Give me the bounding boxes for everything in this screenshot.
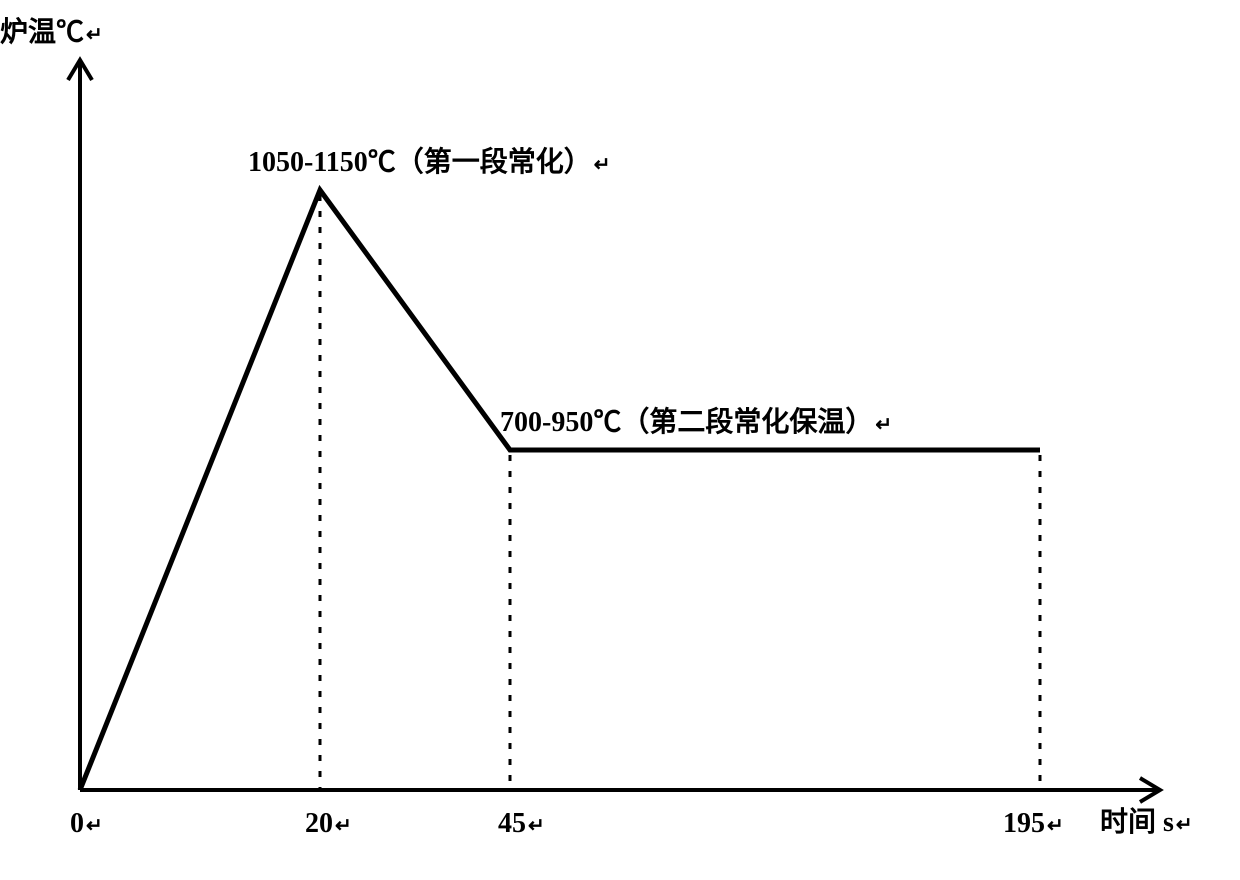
temperature-curve: [80, 190, 1040, 790]
return-mark-icon: ↵: [86, 815, 103, 837]
y-axis-label: 炉温℃↵: [0, 10, 103, 50]
return-mark-icon: ↵: [1047, 815, 1064, 837]
return-mark-icon: ↵: [594, 154, 611, 176]
temperature-time-chart: [0, 0, 1240, 880]
x-tick-45: 45↵: [498, 808, 545, 840]
return-mark-icon: ↵: [335, 815, 352, 837]
x-tick-0: 0↵: [70, 808, 103, 840]
x-tick-195: 195↵: [1003, 808, 1064, 840]
x-tick-20-value: 20: [305, 808, 333, 839]
return-mark-icon: ↵: [875, 414, 892, 436]
x-axis-label-text: 时间 s: [1100, 807, 1174, 838]
return-mark-icon: ↵: [86, 24, 103, 46]
annotation-peak: 1050-1150℃（第一段常化）↵: [248, 140, 611, 180]
x-tick-0-value: 0: [70, 808, 84, 839]
x-tick-20: 20↵: [305, 808, 352, 840]
x-axis-label: 时间 s↵: [1100, 800, 1193, 840]
return-mark-icon: ↵: [1176, 814, 1193, 836]
y-axis-label-text: 炉温℃: [0, 17, 84, 48]
annotation-hold: 700-950℃（第二段常化保温）↵: [500, 400, 892, 440]
x-tick-195-value: 195: [1003, 808, 1045, 839]
return-mark-icon: ↵: [528, 815, 545, 837]
x-tick-45-value: 45: [498, 808, 526, 839]
annotation-hold-text: 700-950℃（第二段常化保温）: [500, 407, 873, 438]
annotation-peak-text: 1050-1150℃（第一段常化）: [248, 147, 592, 178]
